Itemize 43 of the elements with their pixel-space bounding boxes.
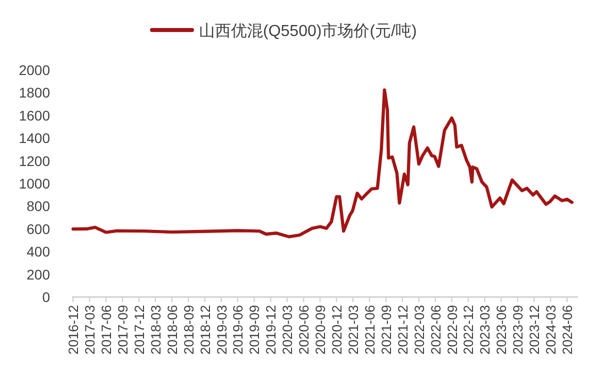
y-tick-label: 0	[42, 289, 50, 305]
x-tick-label: 2019-03	[214, 305, 230, 355]
x-tick-label: 2024-06	[560, 305, 576, 355]
x-tick-label: 2018-03	[148, 305, 164, 355]
x-tick-label: 2018-12	[198, 305, 213, 355]
x-tick-label: 2022-12	[461, 305, 476, 355]
x-tick-label: 2022-06	[428, 305, 444, 355]
x-tick-label: 2023-09	[510, 305, 526, 355]
y-tick-label: 2000	[18, 62, 50, 78]
x-tick-label: 2018-06	[164, 305, 180, 355]
x-tick-label: 2019-12	[264, 305, 279, 355]
y-tick-label: 1200	[18, 152, 50, 169]
x-tick-label: 2024-03	[544, 305, 559, 355]
x-tick-label: 2021-06	[362, 305, 378, 355]
x-tick-label: 2020-06	[296, 305, 312, 355]
y-tick-label: 1800	[18, 84, 50, 101]
x-tick-label: 2023-06	[494, 305, 510, 355]
x-tick-label: 2021-09	[378, 305, 394, 355]
y-tick-label: 1000	[18, 176, 50, 192]
x-tick-label: 2022-03	[412, 305, 427, 355]
x-tick-label: 2018-09	[181, 305, 196, 355]
x-tick-label: 2020-03	[280, 305, 296, 355]
x-tick-label: 2022-09	[444, 305, 460, 355]
x-tick-label: 2017-03	[82, 305, 98, 355]
x-tick-label: 2020-09	[313, 305, 328, 355]
x-tick-label: 2019-06	[230, 305, 246, 355]
y-tick-label: 400	[26, 244, 50, 260]
x-tick-label: 2023-03	[478, 305, 493, 355]
y-tick-label: 1400	[18, 130, 50, 146]
y-tick-label: 1600	[18, 107, 50, 124]
x-tick-label: 2021-12	[395, 305, 410, 355]
x-tick-label: 2017-06	[99, 305, 114, 355]
x-tick-label: 2020-12	[330, 305, 345, 355]
y-tick-label: 800	[26, 198, 50, 214]
y-tick-label: 200	[26, 266, 50, 282]
x-tick-label: 2021-03	[346, 305, 361, 355]
x-tick-label: 2019-09	[247, 305, 262, 355]
x-tick-label: 2016-12	[66, 305, 82, 355]
y-tick-label: 600	[26, 220, 50, 237]
x-tick-label: 2023-12	[527, 305, 542, 355]
legend-label: 山西优混(Q5500)市场价(元/吨)	[199, 22, 417, 40]
x-tick-label: 2017-12	[132, 305, 147, 355]
x-tick-label: 2017-09	[115, 305, 130, 355]
